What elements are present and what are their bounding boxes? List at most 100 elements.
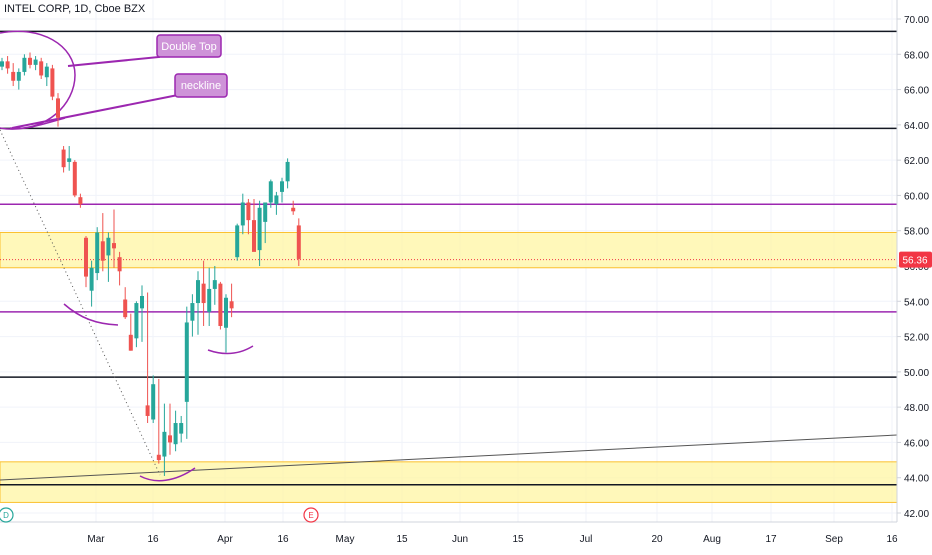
arc-left-shoulder	[63, 303, 119, 326]
candle-body	[89, 267, 94, 291]
candle-body	[56, 98, 60, 118]
candle-body	[67, 158, 72, 162]
candle-body	[106, 237, 111, 256]
candle-body	[201, 283, 206, 304]
trendline	[0, 434, 898, 481]
price-tick-label: 58.00	[904, 227, 929, 238]
price-tick-label: 44.00	[904, 474, 929, 485]
price-axis-bg	[897, 0, 932, 550]
candle-body	[128, 334, 133, 351]
highlight-zone	[0, 231, 898, 269]
candle-body	[168, 435, 172, 443]
time-tick-label: 15	[512, 534, 524, 545]
candle-body	[95, 232, 100, 274]
price-tick-label: 54.00	[904, 297, 929, 308]
candle-body	[151, 384, 156, 420]
highlight-zone	[0, 461, 898, 503]
zones	[0, 231, 898, 503]
candle-body	[117, 257, 122, 272]
candle-body	[240, 202, 245, 226]
horizontal-levels	[0, 30, 897, 486]
double-top-label-box[interactable]	[156, 34, 222, 58]
candle-body	[246, 202, 251, 221]
candle-body	[184, 322, 189, 402]
candle-body	[280, 181, 284, 192]
time-tick-label: 16	[886, 534, 898, 545]
candles	[0, 52, 301, 476]
last-price-label: 56.36	[902, 256, 927, 267]
drawings: Double Top neckline	[0, 30, 898, 482]
price-tick-label: 42.00	[904, 509, 929, 520]
dotted-diagonal-line	[0, 129, 161, 476]
last-price-badge	[899, 251, 932, 268]
double-top-ellipse	[0, 30, 76, 130]
double-top-label: Double Top	[161, 41, 216, 53]
double-top-callout-line	[67, 47, 160, 67]
time-tick-label: 15	[396, 534, 408, 545]
event-marker-label: D	[3, 511, 9, 520]
neckline-label: neckline	[181, 80, 221, 92]
candle-body	[123, 299, 128, 318]
candle-body	[11, 71, 16, 81]
time-tick-label: May	[336, 534, 355, 545]
price-tick-label: 64.00	[904, 121, 929, 132]
candle-body	[263, 202, 268, 222]
candle-body	[39, 61, 44, 76]
time-tick-label: 17	[765, 534, 777, 545]
candle-body	[162, 431, 167, 457]
price-axis: 70.0068.0066.0064.0062.0060.0058.0056.00…	[896, 0, 932, 550]
price-tick-label: 52.00	[904, 333, 929, 344]
candle-body	[257, 207, 262, 251]
candle-body	[252, 220, 256, 252]
candle-body	[190, 303, 195, 321]
candle-body	[212, 280, 217, 289]
candle-body	[296, 225, 301, 259]
chart-title: INTEL CORP, 1D, Cboe BZX	[4, 3, 146, 15]
candle-body	[291, 207, 296, 212]
candle-body	[235, 225, 240, 258]
event-marker[interactable]	[303, 507, 319, 523]
candle-body	[229, 301, 234, 309]
candle-body	[173, 423, 178, 445]
candle-body	[5, 61, 10, 69]
candle-body	[145, 405, 150, 416]
candle-body	[224, 297, 228, 328]
candle-body	[156, 454, 161, 461]
time-tick-label: Mar	[87, 534, 105, 545]
candle-body	[285, 161, 290, 182]
event-marker[interactable]	[0, 507, 14, 523]
candle-body	[218, 283, 223, 326]
candle-body	[78, 197, 83, 205]
time-tick-label: 20	[651, 534, 663, 545]
candle-body	[28, 57, 32, 65]
price-tick-label: 60.00	[904, 191, 929, 202]
price-tick-label: 48.00	[904, 403, 929, 414]
candle-body	[50, 68, 55, 97]
candle-body	[112, 243, 116, 249]
price-tick-label: 68.00	[904, 50, 929, 61]
candle-body	[0, 61, 4, 67]
neckline-label-box[interactable]	[174, 73, 228, 98]
arc-head	[139, 467, 196, 482]
price-tick-label: 66.00	[904, 86, 929, 97]
candle-body	[140, 295, 144, 309]
candle-body	[16, 71, 21, 81]
candle-body	[100, 241, 105, 261]
arc-right-shoulder	[207, 345, 254, 355]
event-marker-label: E	[308, 511, 313, 520]
neckline-callout-line	[11, 94, 179, 129]
candle-body	[44, 66, 49, 78]
candle-body	[207, 288, 212, 312]
time-tick-label: Jul	[580, 534, 593, 545]
price-tick-label: 62.00	[904, 156, 929, 167]
candle-body	[61, 149, 66, 168]
candle-body	[179, 423, 184, 434]
candle-body	[84, 237, 88, 277]
candle-body	[274, 195, 279, 205]
candle-body	[134, 303, 139, 339]
time-tick-label: 16	[147, 534, 159, 545]
time-tick-label: Aug	[703, 534, 721, 545]
